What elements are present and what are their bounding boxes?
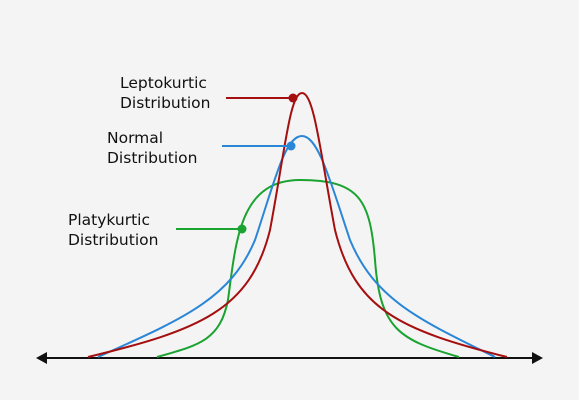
leptokurtic-dot	[288, 93, 298, 103]
platykurtic-dot	[237, 224, 247, 234]
label-line: Distribution	[120, 94, 210, 112]
leptokurtic-curve	[87, 91, 508, 358]
label-line: Leptokurtic	[120, 74, 207, 92]
label-line: Normal	[107, 129, 163, 147]
label-line: Platykurtic	[68, 211, 150, 229]
axis-arrow-right	[532, 352, 543, 364]
normal-curve	[97, 134, 496, 358]
axis-arrow-left	[36, 352, 47, 364]
normal-dot	[286, 141, 296, 151]
label-line: Distribution	[68, 231, 158, 249]
label-line: Distribution	[107, 149, 197, 167]
